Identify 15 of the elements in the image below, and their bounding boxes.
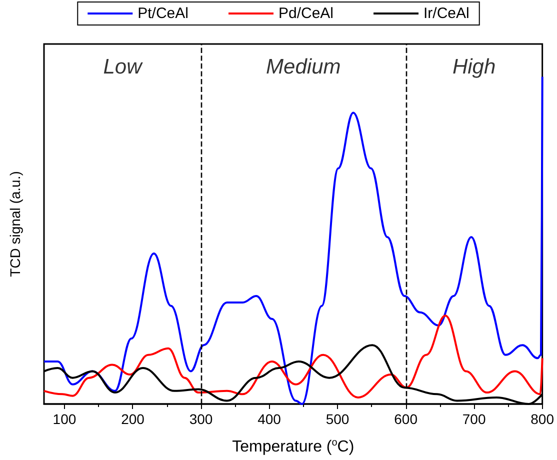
- x-tick-label: 200: [121, 411, 145, 427]
- x-tick-label: 400: [258, 411, 282, 427]
- x-tick-label: 500: [326, 411, 350, 427]
- annotation: Medium: [266, 55, 341, 78]
- x-tick-label: 300: [189, 411, 213, 427]
- legend-label: Ir/CeAl: [424, 5, 470, 22]
- legend-label: Pd/CeAl: [278, 5, 334, 22]
- x-tick-label: 800: [530, 411, 554, 427]
- x-tick-label: 100: [52, 411, 76, 427]
- x-tick-label: 700: [462, 411, 486, 427]
- legend-label: Pt/CeAl: [138, 5, 188, 22]
- y-axis-title: TCD signal (a.u.): [7, 171, 23, 277]
- annotation: High: [452, 55, 496, 78]
- annotation: Low: [103, 55, 144, 78]
- x-tick-label: 600: [394, 411, 418, 427]
